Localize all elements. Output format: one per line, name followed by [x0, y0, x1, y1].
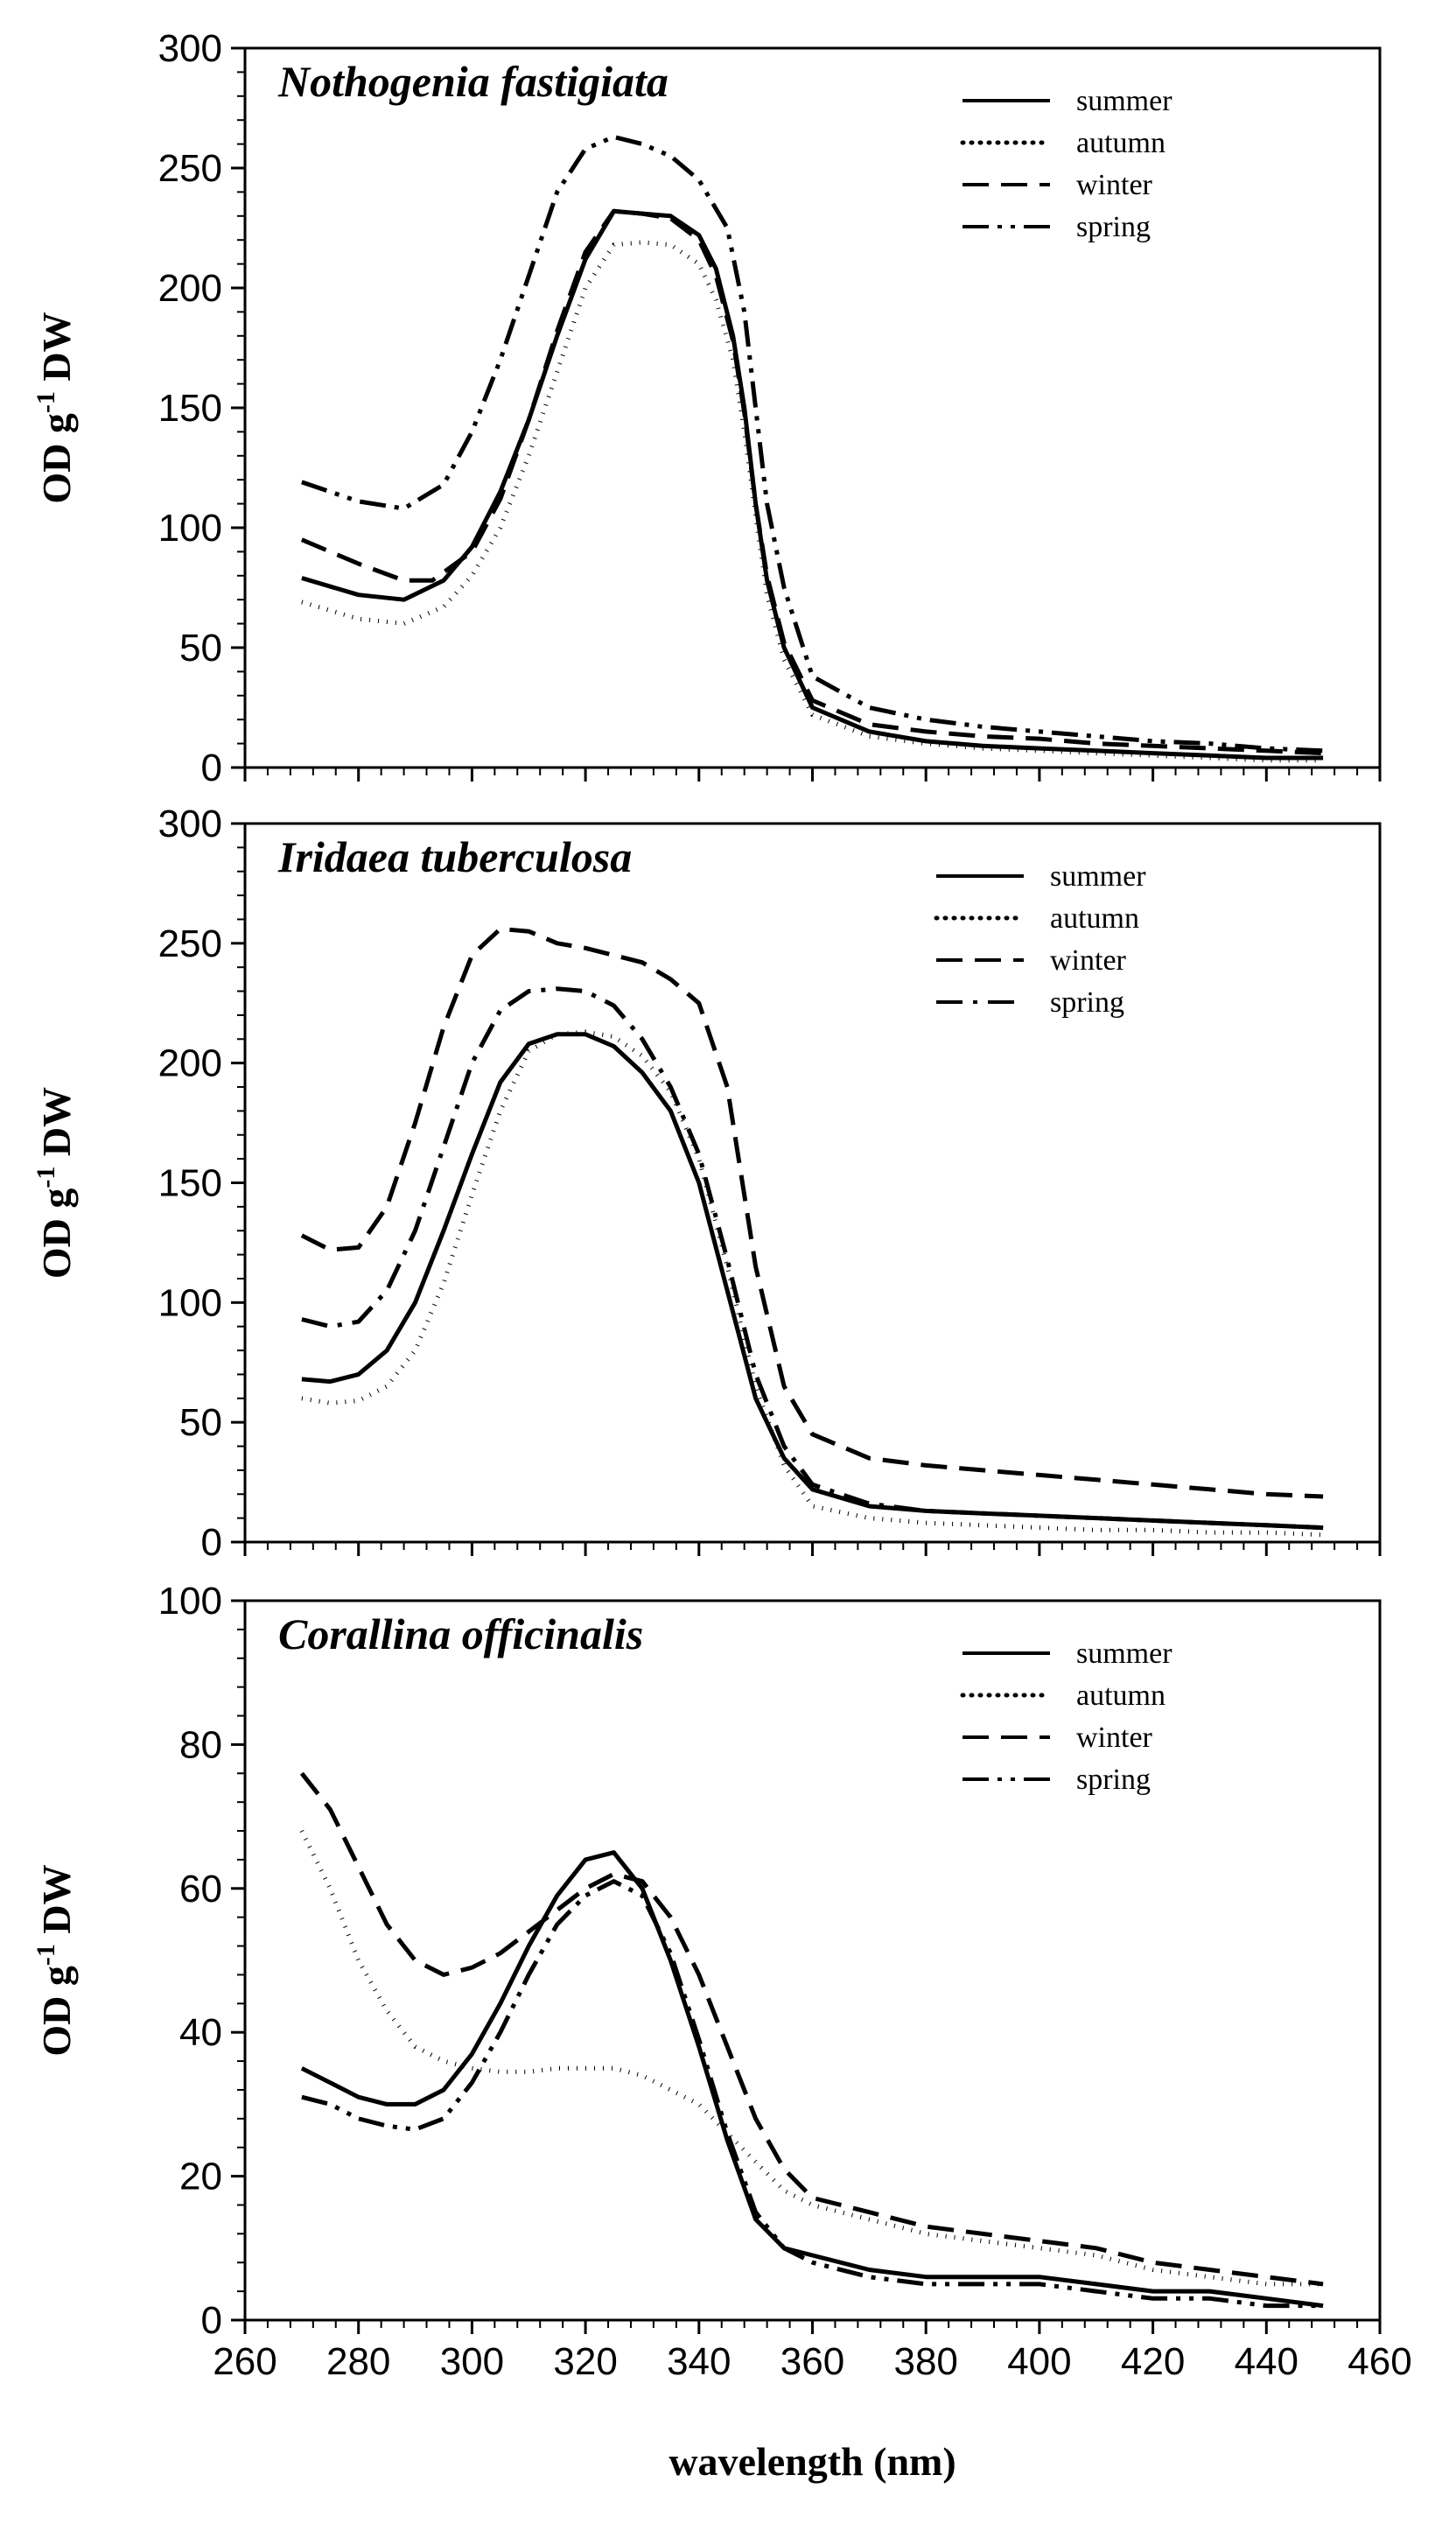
y-axis-label: OD g-1 DW	[32, 1087, 79, 1279]
y-tick-label: 250	[158, 147, 222, 190]
y-tick-label: 20	[179, 2156, 222, 2198]
panel-title: Nothogenia fastigiata	[277, 57, 668, 106]
y-tick-label: 250	[158, 922, 222, 965]
y-tick-label: 0	[201, 1521, 222, 1564]
y-axis-label-main: OD g	[34, 413, 79, 504]
y-tick-label: 0	[201, 747, 222, 789]
y-tick-label: 100	[158, 1281, 222, 1324]
chart-panel-2: 0 50 100 150 200 250 300 Iridaea tuberculosa OD …	[32, 803, 1382, 1564]
y-axis-label-sup: -1	[32, 1944, 60, 1966]
y-axis-label: OD g-1 DW	[32, 312, 79, 503]
series-line-winter	[299, 1771, 1324, 2287]
legend-label-summer: summer	[1076, 1637, 1172, 1670]
y-axis-label-tail: DW	[34, 312, 79, 391]
plot-frame	[243, 46, 1382, 769]
legend-label-winter: winter	[1050, 944, 1127, 977]
legend-label-autumn: autumn	[1050, 902, 1139, 935]
x-tick-label: 420	[1121, 2340, 1185, 2383]
y-tick-label: 80	[179, 1723, 222, 1766]
plot-frame	[243, 1599, 1382, 2322]
chart-panel-3: 0 20 40 60 80 100 260 280 300 320 340 360 380 400 420 4…	[32, 1580, 1412, 2383]
x-tick-label: 260	[213, 2340, 276, 2383]
y-tick-label: 0	[201, 2299, 222, 2342]
legend-label-spring: spring	[1076, 1763, 1151, 1796]
x-axis-label: wavelength (nm)	[668, 2439, 956, 2484]
panel-title: Iridaea tuberculosa	[277, 832, 632, 881]
series-line-winter	[300, 208, 1324, 756]
y-axis-label-main: OD g	[34, 1188, 79, 1280]
series-line-summer	[301, 208, 1324, 761]
series-line-autumn	[301, 240, 1324, 763]
x-tick-label: 300	[440, 2340, 504, 2383]
series-line-spring	[301, 986, 1324, 1531]
y-axis-label-tail: DW	[34, 1087, 79, 1167]
legend-label-summer: summer	[1076, 85, 1172, 117]
x-tick-label: 280	[326, 2340, 390, 2383]
series-line-autumn	[299, 1829, 1324, 2287]
x-tick-label: 440	[1235, 2340, 1298, 2383]
x-tick-label: 340	[667, 2340, 731, 2383]
legend-label-winter: winter	[1076, 1721, 1153, 1754]
y-axis-label-main: OD g	[34, 1966, 79, 2057]
y-axis-label: OD g-1 DW	[32, 1864, 79, 2056]
legend-label-spring: spring	[1076, 211, 1151, 243]
x-tick-label: 380	[893, 2340, 957, 2383]
y-tick-label: 60	[179, 1868, 222, 1911]
y-axis-label-sup: -1	[32, 1167, 60, 1188]
series-line-summer	[300, 1850, 1324, 2309]
panel-title: Corallina officinalis	[278, 1609, 643, 1658]
y-tick-label: 150	[158, 1162, 222, 1205]
legend-label-summer: summer	[1050, 860, 1146, 893]
y-tick-label: 50	[179, 1401, 222, 1444]
y-axis-label-sup: -1	[32, 391, 60, 413]
series-line-spring	[301, 1879, 1324, 2309]
y-tick-label: 50	[179, 627, 222, 670]
y-tick-label: 300	[158, 803, 222, 845]
y-tick-label: 200	[158, 1042, 222, 1085]
y-tick-label: 40	[179, 2011, 222, 2054]
series-line-winter	[300, 926, 1324, 1499]
legend-label-winter: winter	[1076, 169, 1153, 201]
chart-panel-1: 0 50 100 150 200 250 300 Nothogenia fastigiata O…	[32, 27, 1382, 789]
y-tick-label: 200	[158, 267, 222, 310]
x-tick-label: 360	[780, 2340, 844, 2383]
x-tick-label: 460	[1348, 2340, 1411, 2383]
y-axis-label-tail: DW	[34, 1864, 79, 1944]
legend-label-autumn: autumn	[1076, 1679, 1166, 1712]
y-tick-label: 100	[158, 1580, 222, 1623]
series-line-spring	[301, 134, 1324, 754]
y-tick-label: 300	[158, 27, 222, 70]
legend-label-autumn: autumn	[1076, 127, 1166, 159]
y-tick-label: 100	[158, 507, 222, 550]
legend-label-spring: spring	[1050, 986, 1124, 1019]
x-tick-label: 400	[1007, 2340, 1071, 2383]
y-tick-label: 150	[158, 387, 222, 430]
x-tick-label: 320	[553, 2340, 617, 2383]
